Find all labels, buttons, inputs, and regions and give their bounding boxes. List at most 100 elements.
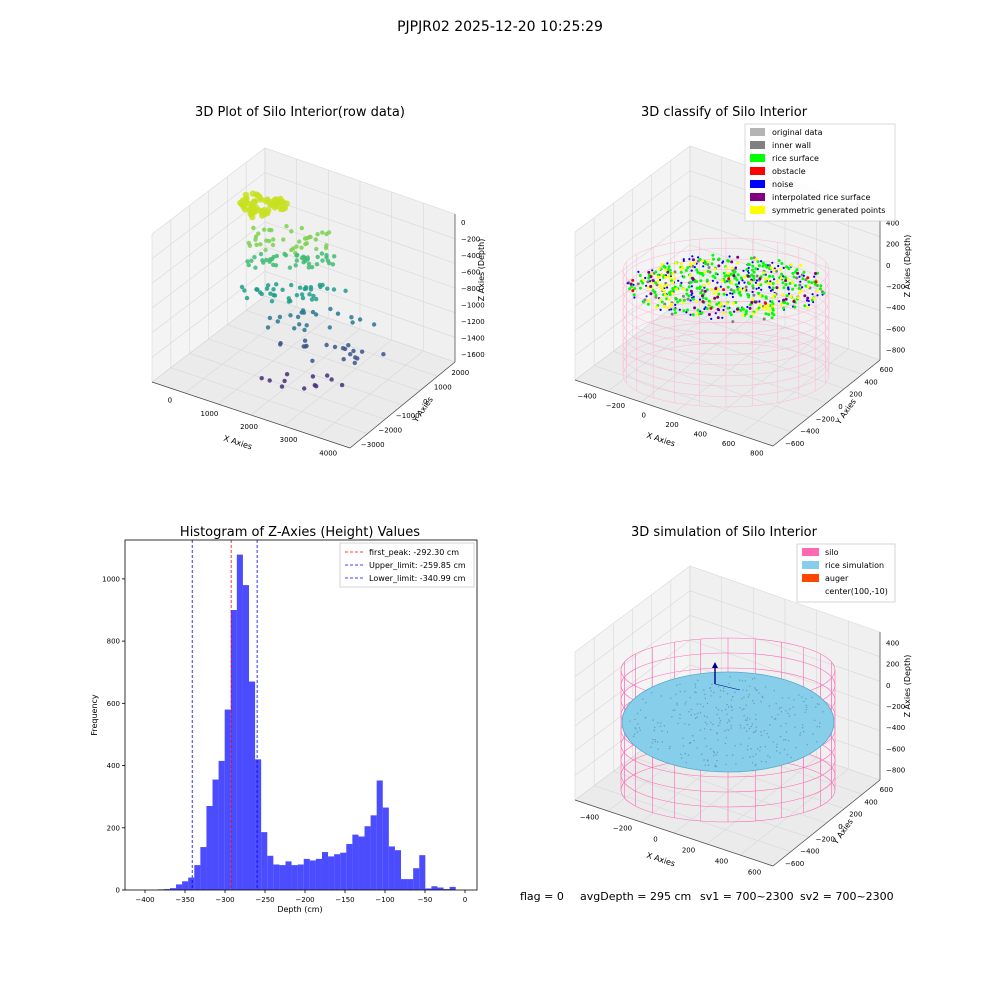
data-point (275, 197, 282, 205)
ylabel-simulation: Y Axies (830, 817, 855, 847)
rice-point (763, 730, 766, 732)
data-point (280, 287, 285, 292)
data-point (306, 235, 312, 240)
classified-point (749, 315, 753, 319)
data-point (264, 238, 269, 243)
rice-point (706, 702, 709, 705)
classified-point (717, 264, 721, 268)
rice-point (734, 691, 736, 694)
data-point (244, 295, 250, 301)
classified-point (659, 308, 662, 311)
classified-point (777, 259, 781, 262)
rice-point (633, 733, 636, 735)
classified-point (669, 276, 673, 280)
classified-point (758, 277, 762, 281)
classified-point (702, 265, 705, 268)
data-point (281, 237, 286, 242)
legend-label: noise (772, 180, 793, 189)
classified-point (722, 292, 726, 296)
classified-point (691, 297, 695, 301)
classified-point (670, 308, 673, 311)
legend-label: symmetric generated points (772, 206, 885, 215)
classified-point (769, 280, 772, 283)
data-point (313, 237, 318, 242)
rice-point (679, 691, 681, 693)
classified-point (771, 304, 775, 308)
rice-point (682, 737, 684, 739)
data-point (301, 260, 306, 265)
rice-point (774, 717, 777, 720)
classified-point (741, 313, 745, 317)
rice-point (722, 690, 725, 692)
data-point (315, 254, 320, 260)
rice-point (730, 725, 732, 727)
rice-point (787, 712, 789, 715)
classified-point (682, 298, 686, 302)
rice-point (710, 728, 712, 731)
rice-point (819, 726, 821, 728)
rice-point (657, 722, 659, 724)
rice-point (635, 728, 637, 730)
data-point (314, 296, 319, 302)
rice-point (768, 736, 770, 738)
rice-point (719, 719, 722, 722)
data-point (292, 326, 297, 331)
rice-point (787, 739, 790, 742)
z-tick-label: −1000 (461, 301, 485, 309)
classified-point (716, 281, 719, 284)
x-tick-label: 0 (168, 397, 172, 405)
histogram-bar (388, 846, 395, 890)
histogram-bar (291, 865, 298, 890)
data-point (256, 193, 263, 201)
panel-title-raw: 3D Plot of Silo Interior(row data) (195, 105, 405, 120)
classified-point (697, 256, 700, 259)
classified-point (666, 286, 669, 289)
data-point (279, 384, 285, 389)
points-classify (622, 237, 830, 408)
data-point (332, 254, 337, 259)
data-point (254, 242, 259, 247)
rice-point (765, 761, 767, 763)
rice-point (703, 689, 705, 691)
histogram-bar (249, 681, 256, 890)
histogram-vlines (191, 540, 258, 890)
classified-point (691, 255, 694, 258)
classified-point (695, 286, 699, 290)
classified-point (727, 272, 730, 275)
rice-point (730, 699, 733, 701)
classified-point (685, 292, 689, 296)
classified-point (771, 306, 775, 310)
histogram-bar (261, 832, 268, 890)
classified-point (715, 302, 719, 306)
data-point (265, 283, 271, 288)
plot-frame (124, 539, 478, 891)
rice-point (739, 707, 741, 709)
classified-point (644, 276, 647, 280)
classified-point (713, 267, 717, 271)
classified-point (802, 270, 806, 274)
classified-point (782, 286, 786, 290)
classified-point (633, 296, 636, 299)
classified-point (730, 260, 734, 264)
y-tick-label: −3000 (361, 441, 385, 449)
rice-point (756, 689, 758, 692)
classified-point (757, 306, 761, 310)
rice-point (714, 764, 716, 766)
rice-point (750, 725, 752, 728)
classified-point (651, 269, 654, 272)
legend-swatch (750, 180, 765, 188)
data-point (279, 198, 287, 206)
rice-point (703, 715, 706, 717)
classified-point (704, 262, 708, 266)
x-tick-label: −400 (135, 896, 154, 904)
rice-point (775, 746, 778, 748)
classified-point (693, 261, 697, 265)
z-tick-label: −200 (461, 236, 480, 244)
classified-point (745, 268, 749, 271)
classified-point (670, 291, 674, 295)
rice-point (801, 727, 804, 729)
classified-point (726, 306, 730, 310)
classified-point (758, 294, 762, 298)
histogram-bar (267, 855, 274, 890)
data-point (258, 251, 264, 257)
